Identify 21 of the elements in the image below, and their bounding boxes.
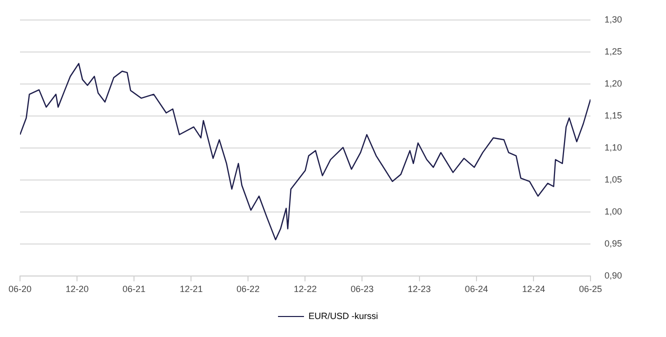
x-tick-label: 06-25 — [578, 284, 602, 294]
x-tick-label: 06-24 — [464, 284, 488, 294]
x-tick-label: 12-22 — [294, 284, 317, 294]
x-tick-label: 12-21 — [180, 284, 203, 294]
y-tick-label: 0,95 — [604, 238, 622, 249]
x-tick-label: 06-20 — [8, 284, 32, 294]
y-tick-label: 1,10 — [604, 142, 622, 153]
legend-label: EUR/USD -kurssi — [308, 310, 378, 321]
x-tick-label: 12-20 — [66, 284, 89, 294]
x-tick-label: 06-22 — [236, 284, 260, 294]
x-tick-label: 06-21 — [122, 284, 146, 294]
y-tick-label: 1,30 — [604, 14, 622, 24]
x-tick-label: 12-23 — [408, 284, 431, 294]
y-tick-label: 1,15 — [604, 110, 622, 121]
x-tick-label: 12-24 — [522, 284, 546, 294]
y-tick-label: 1,05 — [604, 174, 622, 185]
y-tick-label: 1,00 — [604, 206, 622, 217]
y-tick-label: 1,25 — [604, 46, 622, 57]
x-tick-label: 06-23 — [350, 284, 374, 294]
y-tick-label: 1,20 — [604, 78, 622, 89]
y-tick-label: 0,90 — [604, 270, 622, 281]
